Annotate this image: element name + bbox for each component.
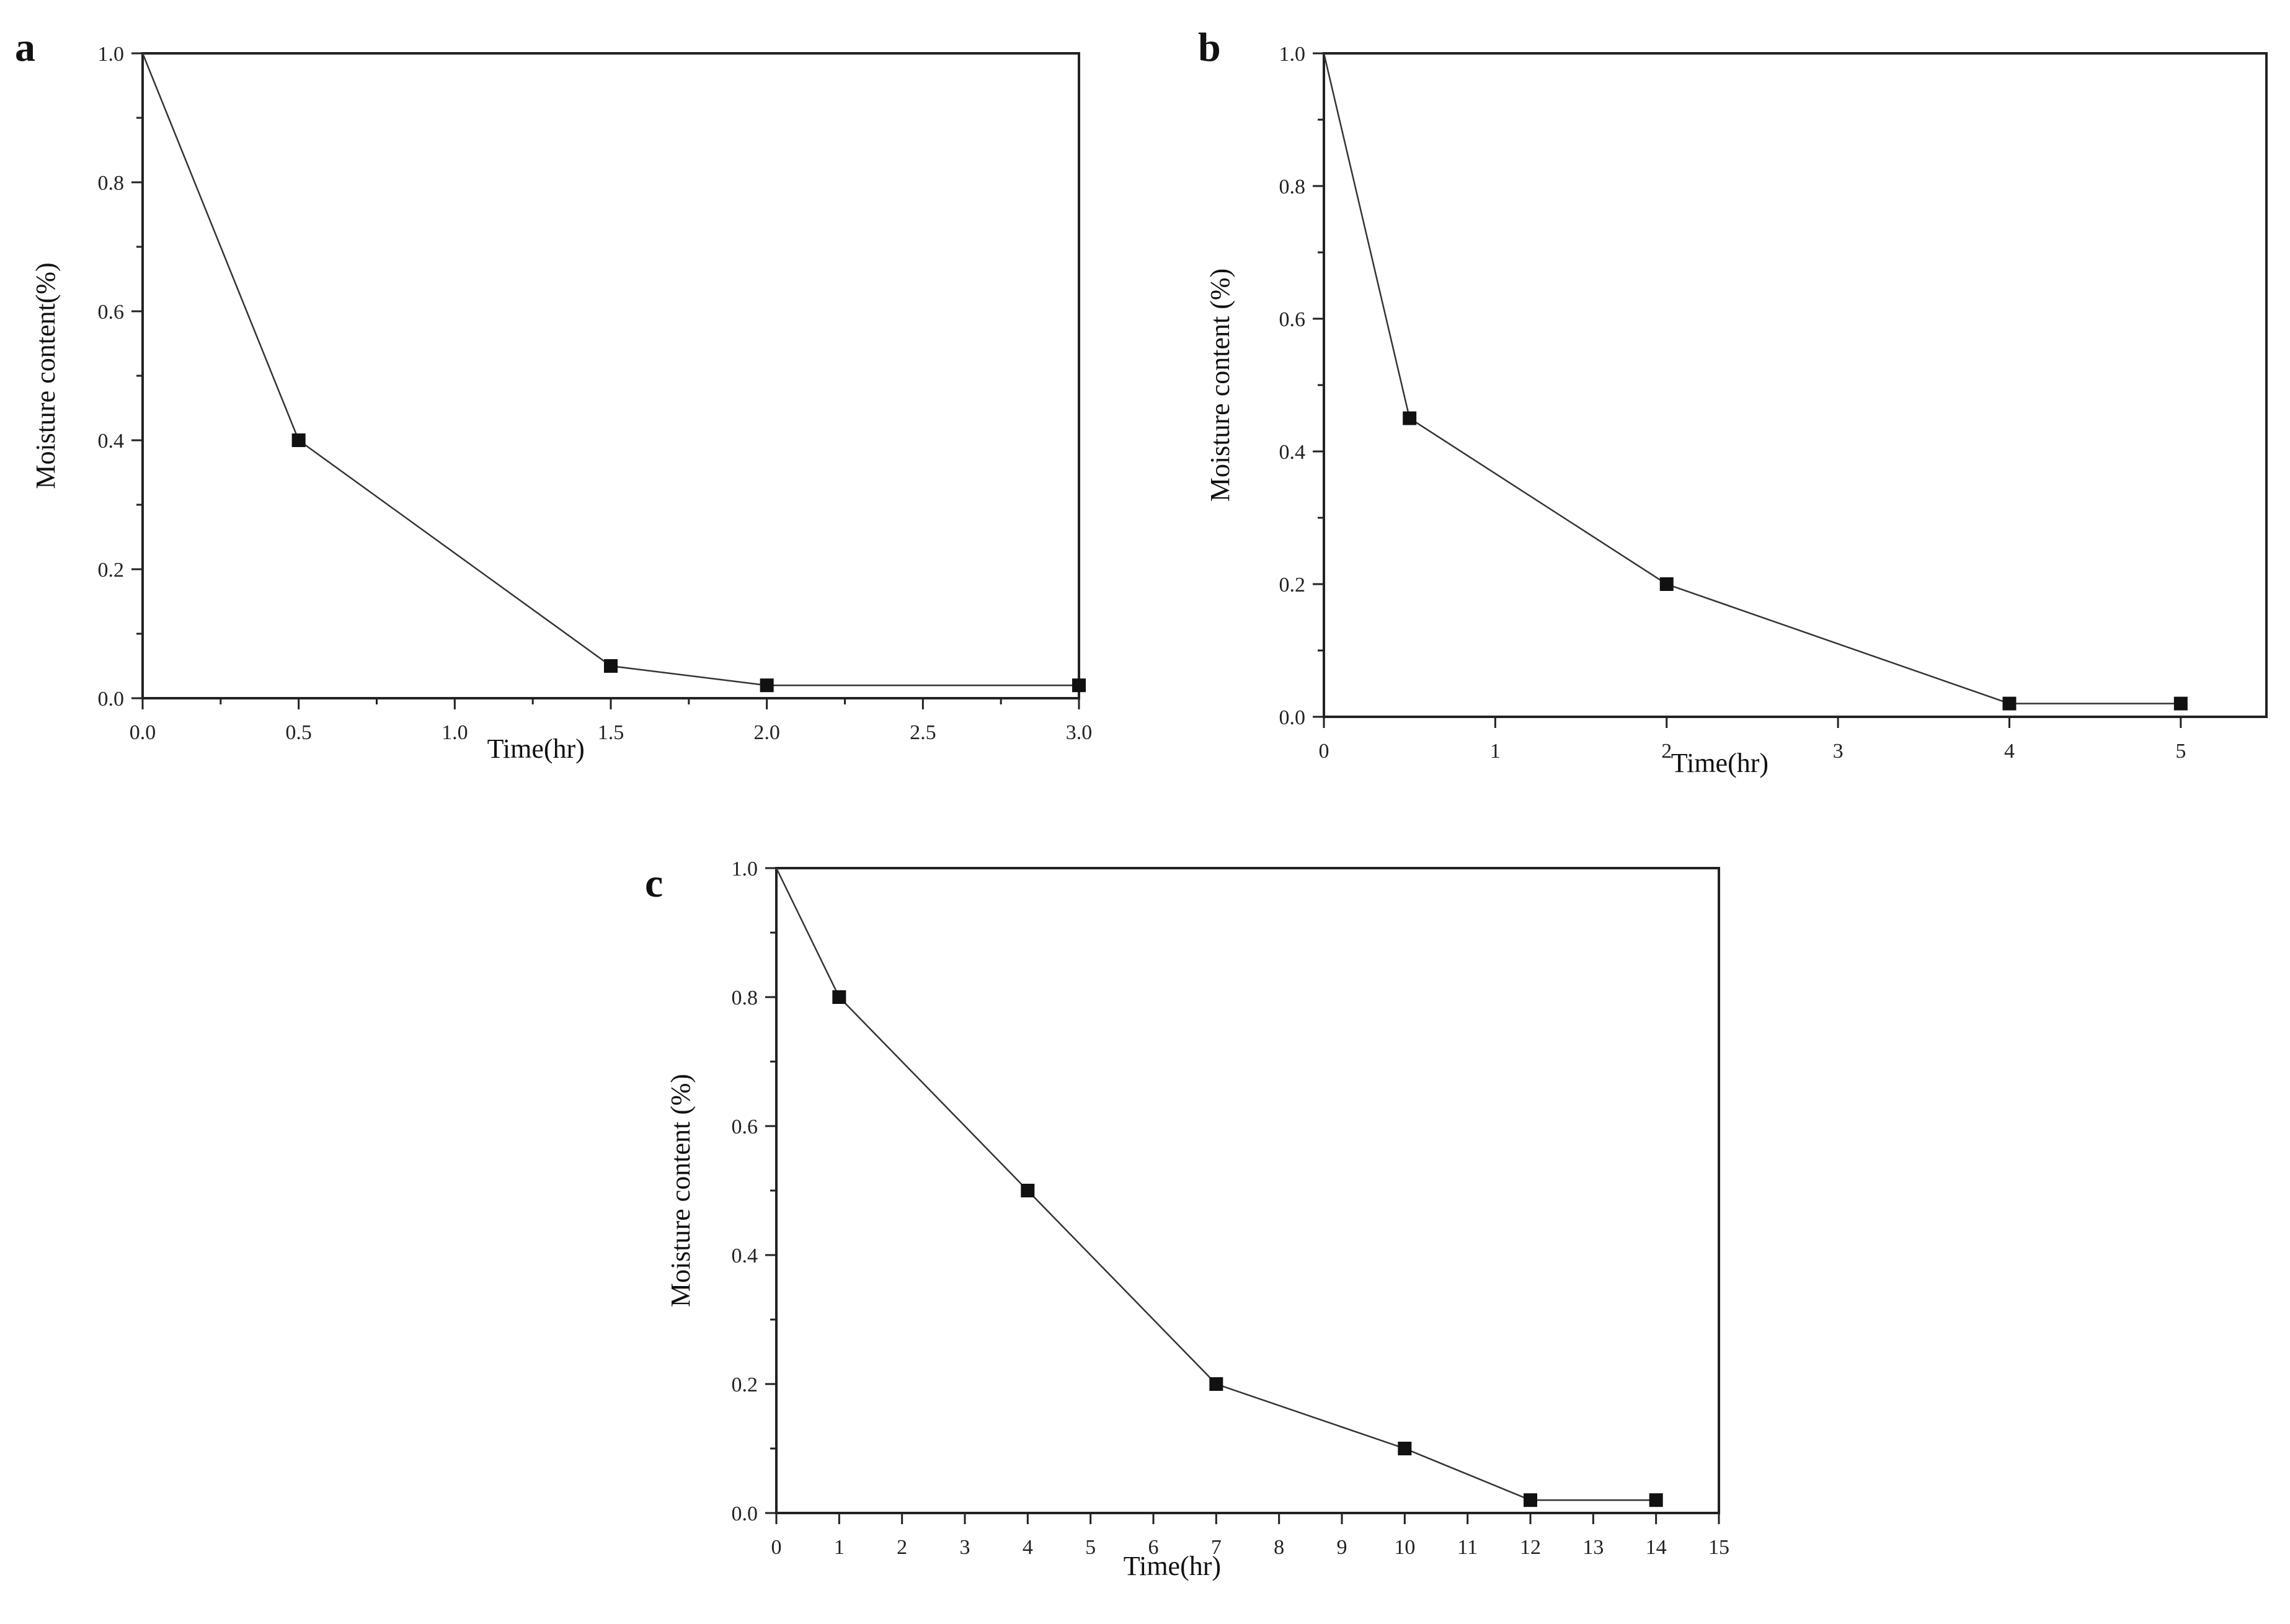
chart-panel-c: c 0 1 2 3 4 5 6 7 8 9 10 11 12 13 14 15 0.0 0.2 0.4 0.6 0.8 1.… [620, 812, 1749, 1618]
x-tick-label-c: 9 [1337, 1536, 1347, 1559]
data-point-b [2002, 696, 2017, 711]
y-axis-label-b: Moisture content (%) [1205, 268, 1235, 502]
plot-frame-b [1323, 52, 2268, 718]
panel-label-a: a [15, 25, 35, 70]
x-tick-label-c: 14 [1646, 1536, 1667, 1559]
series-line-b [1323, 53, 2181, 704]
plot-frame-c [775, 867, 1720, 1514]
plot-frame-a [141, 52, 1080, 699]
x-tick-label-c: 4 [1023, 1536, 1033, 1559]
data-point-c [1398, 1442, 1412, 1455]
chart-a-svg: a 0.0 0.5 1.0 1.5 2.0 2.5 3.0 0.0 0.2 0.4 0.6 0.8 1.0… [15, 25, 1093, 764]
series-line-c [775, 867, 1656, 1501]
x-tick-label-c: 11 [1457, 1536, 1478, 1559]
data-point-c [1021, 1184, 1035, 1197]
x-tick-label-c: 12 [1520, 1536, 1541, 1559]
x-axis-label-b: Time(hr) [1671, 748, 1769, 778]
y-tick-label-a: 0.2 [98, 559, 125, 582]
y-tick-label-c: 1.0 [732, 858, 758, 881]
x-tick-label-b: 3 [1833, 740, 1844, 763]
data-point-c [1524, 1493, 1537, 1507]
chart-c-svg: c0 1 2 3 4 5 6 7 8 9 10 11 12 13 14 150.00.20.40.60.81.… [645, 858, 1729, 1581]
data-point-a [291, 433, 306, 447]
y-tick-label-a: 0.6 [98, 301, 125, 324]
x-axis-label-c: Time(hr) [1124, 1551, 1221, 1581]
y-tick-label-c: 0.4 [732, 1245, 758, 1267]
x-tick-label-a: 1.5 [598, 721, 624, 744]
y-tick-label-a: 0.8 [98, 172, 125, 195]
x-tick-label-c: 3 [960, 1536, 970, 1559]
x-tick-label-c: 15 [1708, 1536, 1729, 1559]
y-axis-label-c: Moisture content (%) [665, 1074, 696, 1307]
x-tick-label-b: 2 [1661, 740, 1672, 763]
data-point-c [1649, 1493, 1663, 1507]
x-tick-label-c: 1 [834, 1536, 845, 1559]
y-tick-label-b: 0.2 [1279, 574, 1306, 597]
x-tick-label-a: 2.0 [753, 721, 780, 744]
y-tick-label-c: 0.0 [732, 1502, 758, 1525]
data-point-c [832, 990, 846, 1004]
x-tick-label-a: 2.5 [910, 721, 936, 744]
data-point-a [604, 659, 618, 673]
y-tick-label-a: 0.4 [98, 430, 125, 453]
data-point-a [760, 678, 774, 693]
y-tick-label-a: 1.0 [98, 43, 125, 66]
x-tick-label-c: 5 [1085, 1536, 1096, 1559]
panel-label-c: c [645, 861, 663, 906]
data-point-b [1403, 411, 1417, 425]
data-point-b [2173, 696, 2188, 711]
x-tick-label-c: 8 [1274, 1536, 1284, 1559]
y-tick-label-b: 0.4 [1279, 441, 1306, 464]
data-point-b [1659, 577, 1674, 591]
series-line-a [141, 53, 1079, 686]
y-tick-label-b: 1.0 [1279, 43, 1306, 66]
chart-panel-b: b 0 1 2 3 4 5 0.0 0.2 0.4 0.6 0.8 1.0 Time(hr) Moistur… [1191, 0, 2288, 806]
x-tick-label-c: 13 [1582, 1536, 1604, 1559]
x-tick-label-a: 0.0 [130, 721, 156, 744]
x-tick-label-b: 4 [2004, 740, 2015, 763]
x-tick-label-a: 1.0 [442, 721, 468, 744]
y-tick-label-b: 0.8 [1279, 175, 1306, 198]
y-axis-label-a: Moisture content(%) [30, 262, 61, 489]
data-point-a [1072, 678, 1086, 693]
x-tick-label-b: 0 [1319, 740, 1329, 763]
x-tick-label-c: 7 [1211, 1536, 1222, 1559]
y-tick-label-c: 0.8 [732, 987, 758, 1009]
y-tick-label-b: 0.6 [1279, 308, 1306, 331]
x-tick-label-a: 3.0 [1066, 721, 1093, 744]
y-tick-label-a: 0.0 [98, 688, 125, 711]
x-tick-label-c: 10 [1394, 1536, 1415, 1559]
x-tick-label-b: 1 [1490, 740, 1501, 763]
x-axis-label-a: Time(hr) [487, 734, 585, 764]
x-tick-label-c: 6 [1148, 1536, 1159, 1559]
chart-panel-a: a 0.0 0.5 1.0 1.5 2.0 2.5 3.0 0.0 0.2 0.4 0.6 0.8 1.0… [0, 0, 1116, 806]
y-tick-label-b: 0.0 [1279, 706, 1306, 729]
y-tick-label-c: 0.2 [732, 1373, 758, 1396]
x-tick-label-c: 2 [897, 1536, 907, 1559]
x-tick-label-b: 5 [2175, 740, 2186, 763]
chart-b-svg: b 0 1 2 3 4 5 0.0 0.2 0.4 0.6 0.8 1.0 Time(hr) Moistur… [1198, 25, 2268, 778]
data-point-c [1209, 1377, 1223, 1391]
x-tick-label-c: 0 [771, 1536, 782, 1559]
panel-label-b: b [1198, 25, 1221, 70]
x-tick-label-a: 0.5 [285, 721, 312, 744]
y-tick-label-c: 0.6 [732, 1116, 758, 1138]
